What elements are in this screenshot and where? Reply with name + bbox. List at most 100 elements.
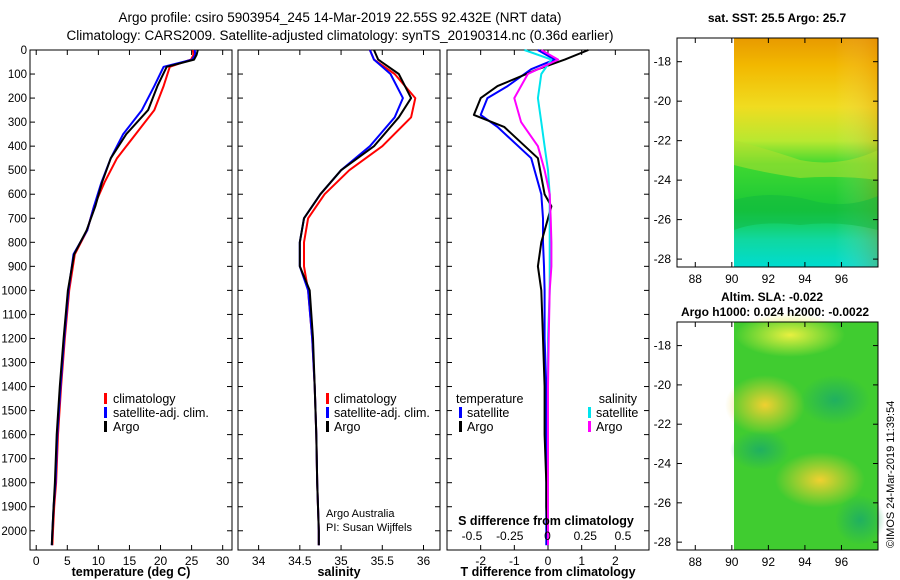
legend-swatch-s-argo bbox=[588, 421, 591, 432]
sla-map-subtitle: Argo h1000: 0.024 h2000: -0.0022 bbox=[681, 305, 869, 319]
legend-swatch-satellite bbox=[326, 407, 329, 418]
series-line-satellite-adj-clim- bbox=[298, 49, 404, 546]
x-tick-label: 15 bbox=[123, 554, 137, 568]
series-line-s-argo bbox=[513, 49, 560, 546]
x-tick-label: 34 bbox=[252, 554, 266, 568]
depth-tick-label: 800 bbox=[8, 237, 27, 249]
legend-label-s-satellite: satellite bbox=[596, 406, 638, 420]
legend-title-salinity: salinity bbox=[599, 392, 638, 406]
sla-heatmap-blob bbox=[800, 375, 870, 425]
sst-heatmap-patch bbox=[734, 140, 878, 180]
depth-tick-label: 400 bbox=[8, 141, 27, 153]
lat-tick-label: -20 bbox=[654, 378, 672, 392]
depth-tick-label: 200 bbox=[8, 93, 27, 105]
legend-label-t-argo: Argo bbox=[467, 420, 493, 434]
legend-swatch-satellite bbox=[104, 407, 107, 418]
difference-panel: -2 -1 0 1 2 T difference from climatology S … bbox=[446, 49, 650, 579]
series-line-t-satellite bbox=[479, 49, 556, 546]
legend-swatch-t-satellite bbox=[459, 407, 462, 418]
x-tick-label: 30 bbox=[216, 554, 230, 568]
depth-tick-label: 300 bbox=[8, 117, 27, 129]
s-difference-ticks: -0.5 -0.25 0 0.25 0.5 bbox=[462, 529, 632, 543]
credit-line2: PI: Susan Wijffels bbox=[326, 522, 412, 534]
figure-title-line2: Climatology: CARS2009. Satellite-adjuste… bbox=[66, 28, 613, 43]
legend-label-satellite: satellite-adj. clim. bbox=[334, 406, 430, 420]
lat-tick-label: -24 bbox=[654, 173, 672, 187]
x-tick-label: 35 bbox=[334, 554, 348, 568]
sla-heatmap-blob bbox=[730, 430, 790, 470]
legend-swatch-argo bbox=[104, 421, 107, 432]
series-line-t-argo bbox=[472, 49, 589, 546]
sla-heatmap-blob bbox=[835, 495, 885, 545]
series-line-argo bbox=[298, 49, 413, 546]
legend-swatch-s-satellite bbox=[588, 407, 591, 418]
s-diff-tick-label: -0.25 bbox=[496, 529, 524, 543]
depth-tick-label: 1500 bbox=[1, 406, 27, 418]
x-tick-label: 35.5 bbox=[371, 554, 395, 568]
lat-tick-label: -28 bbox=[654, 252, 672, 266]
depth-axis-ticks: 0 100 200 300 400 500 600 700 800 900 1000 1100 1200… bbox=[1, 45, 232, 538]
depth-tick-label: 100 bbox=[8, 69, 27, 81]
legend-label-climatology: climatology bbox=[334, 392, 397, 406]
figure-title-line1: Argo profile: csiro 5903954_245 14-Mar-2… bbox=[118, 10, 561, 25]
depth-tick-label: 700 bbox=[8, 213, 27, 225]
legend-label-argo: Argo bbox=[334, 420, 360, 434]
sla-map-ticks: 88 90 92 94 96 -18 -20 -22 -24 -26 -28 bbox=[654, 322, 878, 569]
depth-tick-label: 1800 bbox=[1, 478, 27, 490]
x-tick-label: 1 bbox=[578, 554, 585, 568]
lon-tick-label: 94 bbox=[798, 555, 812, 569]
legend-swatch-argo bbox=[326, 421, 329, 432]
depth-tick-label: 1200 bbox=[1, 333, 27, 345]
depth-tick-label: 0 bbox=[21, 45, 27, 57]
lat-tick-label: -24 bbox=[654, 457, 672, 471]
lat-tick-label: -18 bbox=[654, 339, 672, 353]
s-diff-tick-label: 0.25 bbox=[574, 529, 598, 543]
sla-map-title: Altim. SLA: -0.022 bbox=[721, 290, 823, 304]
depth-tick-label: 1400 bbox=[1, 382, 27, 394]
series-line-climatology bbox=[51, 49, 195, 546]
sla-heatmap-blob bbox=[725, 375, 805, 435]
x-tick-label: -1 bbox=[509, 554, 520, 568]
t-difference-axis-label: T difference from climatology bbox=[460, 565, 635, 579]
depth-tick-label: 1000 bbox=[1, 285, 27, 297]
imos-timestamp: ©IMOS 24-Mar-2019 11:39:54 bbox=[885, 401, 897, 548]
salinity-axis-ticks: 34 34.5 35 35.5 36 bbox=[252, 50, 431, 568]
salinity-plot-frame bbox=[237, 49, 441, 551]
x-tick-label: 10 bbox=[92, 554, 106, 568]
x-tick-label: 0 bbox=[545, 554, 552, 568]
salinity-axis-label: salinity bbox=[317, 565, 360, 579]
sst-map-title: sat. SST: 25.5 Argo: 25.7 bbox=[708, 11, 847, 25]
x-tick-label: 34.5 bbox=[288, 554, 312, 568]
lon-tick-label: 96 bbox=[835, 555, 849, 569]
s-diff-tick-label: 0.5 bbox=[615, 529, 632, 543]
depth-tick-label: 1600 bbox=[1, 430, 27, 442]
depth-tick-label: 900 bbox=[8, 261, 27, 273]
depth-tick-label: 2000 bbox=[1, 526, 27, 538]
x-tick-label: 5 bbox=[64, 554, 71, 568]
x-tick-label: 25 bbox=[185, 554, 199, 568]
legend-swatch-t-argo bbox=[459, 421, 462, 432]
sst-map-ticks: 88 90 92 94 96 -18 -20 -22 -24 -26 -28 bbox=[654, 38, 878, 286]
lat-tick-label: -26 bbox=[654, 213, 672, 227]
salinity-depth-ticks bbox=[238, 49, 440, 532]
depth-tick-label: 1100 bbox=[2, 309, 27, 321]
salinity-legend: climatology satellite-adj. clim. Argo bbox=[326, 392, 430, 434]
depth-tick-label: 600 bbox=[8, 189, 27, 201]
x-tick-label: 36 bbox=[417, 554, 431, 568]
difference-profiles bbox=[472, 49, 589, 546]
lat-tick-label: -26 bbox=[654, 496, 672, 510]
legend-label-climatology: climatology bbox=[113, 392, 176, 406]
sst-map-panel: sat. SST: 25.5 Argo: 25.7 88 90 92 94 96 -18 -… bbox=[654, 11, 879, 286]
s-difference-axis-label: S difference from climatology bbox=[458, 514, 634, 528]
series-line-climatology bbox=[303, 49, 417, 546]
lon-tick-label: 90 bbox=[725, 272, 739, 286]
x-tick-label: 20 bbox=[154, 554, 168, 568]
lon-tick-label: 92 bbox=[762, 555, 776, 569]
sst-map-frame bbox=[676, 37, 879, 268]
sla-map-panel: Altim. SLA: -0.022 Argo h1000: 0.024 h20… bbox=[654, 290, 885, 569]
x-tick-label: 0 bbox=[33, 554, 40, 568]
s-diff-tick-label: -0.5 bbox=[462, 529, 483, 543]
lon-tick-label: 92 bbox=[762, 272, 776, 286]
lon-tick-label: 88 bbox=[689, 555, 703, 569]
